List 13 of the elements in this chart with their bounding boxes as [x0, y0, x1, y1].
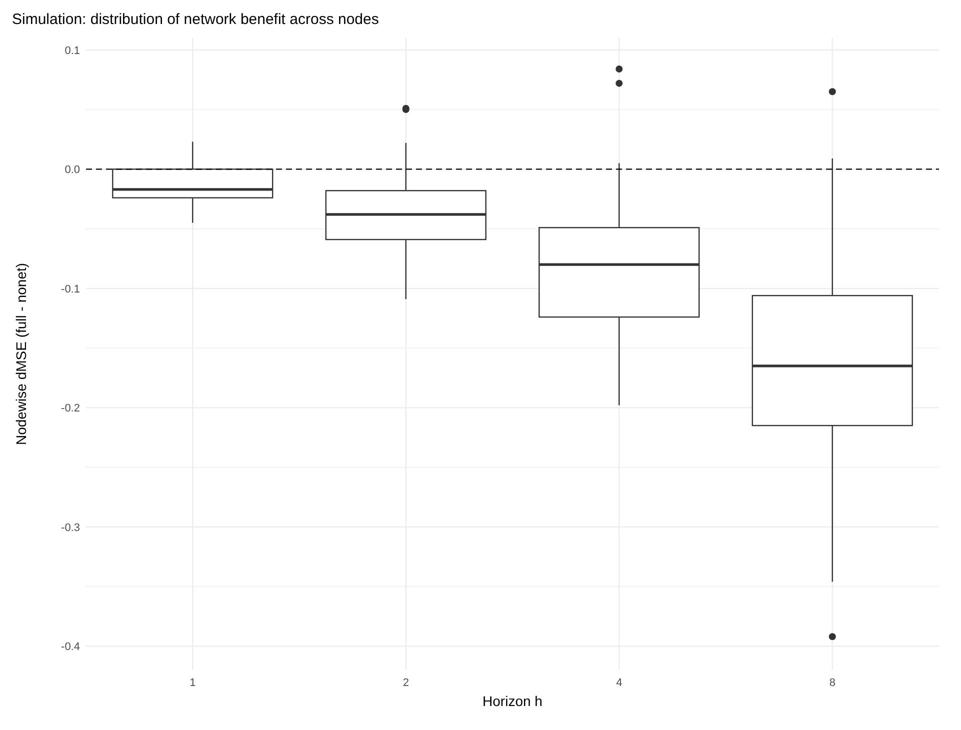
y-tick-label: -0.2 [61, 402, 80, 415]
y-tick-label: -0.1 [61, 283, 80, 296]
y-tick-label: 0.1 [64, 44, 80, 57]
x-tick-label: 4 [616, 677, 622, 689]
chart-title: Simulation: distribution of network benefit across nodes [12, 11, 379, 28]
x-tick-label: 2 [402, 677, 409, 689]
x-tick-label: 1 [190, 677, 196, 689]
y-tick-label: -0.3 [61, 522, 80, 534]
y-axis-title: Nodewise dMSE (full - nonet) [13, 262, 29, 446]
y-tick-label: -0.4 [61, 641, 80, 653]
x-tick-label: 8 [829, 677, 836, 689]
x-axis-title: Horizon h [482, 693, 542, 709]
y-tick-label: 0.0 [64, 164, 80, 176]
